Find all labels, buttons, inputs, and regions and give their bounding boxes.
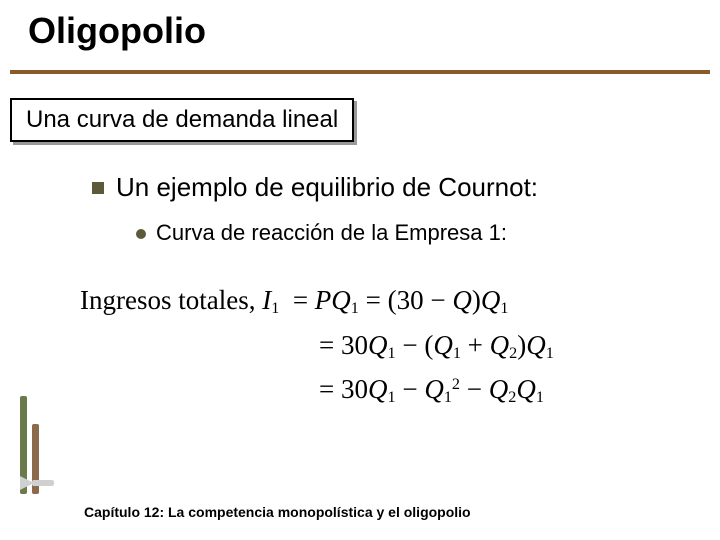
var-Q10: Q [489,374,509,404]
sub-1i: 1 [536,388,544,406]
subtitle-box: Una curva de demanda lineal [10,98,354,142]
min1: − [424,285,453,315]
math-line-3: = 30Q1 − Q12 − Q2Q1 [80,367,554,412]
math-label: Ingresos totales, [80,285,262,315]
var-Q7: Q [526,330,546,360]
rp2: ) [517,330,526,360]
footer-text: Capítulo 12: La competencia monopolístic… [84,504,471,520]
rp1: ) [472,285,481,315]
math-block: Ingresos totales, I1 = PQ1 = (30 − Q)Q1 … [80,278,554,412]
min3: − [396,374,425,404]
arrow-line-icon [32,480,54,486]
plus1: + [461,330,490,360]
sub-1d: 1 [387,344,395,362]
corner-decoration [14,380,54,494]
eq2: = [359,285,388,315]
n30c: 30 [341,374,368,404]
eq3: = [319,330,341,360]
var-Q6: Q [490,330,510,360]
var-Q11: Q [516,374,536,404]
var-Q4: Q [368,330,388,360]
var-Q1: Q [331,285,351,315]
sub-1a: 1 [271,299,279,317]
sub-1c: 1 [500,299,508,317]
lp2: ( [424,330,433,360]
min2: − [396,330,425,360]
lp1: ( [388,285,397,315]
sub-1g: 1 [387,388,395,406]
math-line-1: Ingresos totales, I1 = PQ1 = (30 − Q)Q1 [80,278,554,323]
bullet1-text: Un ejemplo de equilibrio de Cournot: [116,172,538,202]
math-line-2: = 30Q1 − (Q1 + Q2)Q1 [80,323,554,368]
sub-1b: 1 [351,299,359,317]
bullet-level-1: Un ejemplo de equilibrio de Cournot: [92,172,538,203]
page-title: Oligopolio [28,10,206,52]
var-Q5: Q [433,330,453,360]
n30a: 30 [397,285,424,315]
var-I: I [262,285,271,315]
sub-1e: 1 [453,344,461,362]
n30b: 30 [341,330,368,360]
title-underline [10,70,710,74]
sub-1f: 1 [546,344,554,362]
eq4: = [319,374,341,404]
bullet-level-2: Curva de reacción de la Empresa 1: [136,220,507,246]
bullet2-text: Curva de reacción de la Empresa 1: [156,220,507,245]
var-Q3: Q [481,285,501,315]
dot-bullet-icon [136,229,146,239]
var-Q9: Q [424,374,444,404]
eq1: = [286,285,315,315]
var-Q2: Q [452,285,472,315]
min4: − [460,374,489,404]
var-Q8: Q [368,374,388,404]
square-bullet-icon [92,182,104,194]
sub-1h: 1 [444,388,452,406]
sup-2: 2 [452,375,460,393]
var-P1: P [315,285,332,315]
